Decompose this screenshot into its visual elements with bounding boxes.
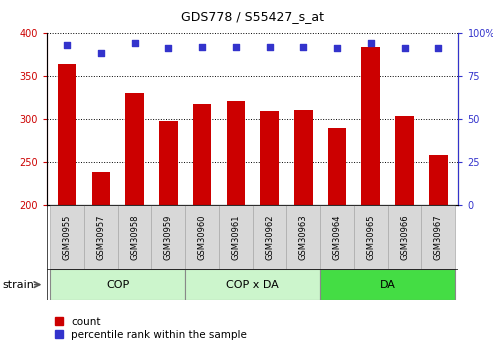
- Bar: [151, 205, 185, 269]
- Bar: [328, 128, 346, 205]
- Bar: [185, 269, 320, 300]
- Text: GSM30962: GSM30962: [265, 215, 274, 260]
- Bar: [286, 205, 320, 269]
- Bar: [159, 121, 177, 205]
- Text: GSM30961: GSM30961: [231, 215, 240, 260]
- Text: GSM30958: GSM30958: [130, 215, 139, 260]
- Bar: [422, 205, 455, 269]
- Text: GSM30960: GSM30960: [198, 215, 207, 260]
- Text: DA: DA: [380, 280, 395, 289]
- Text: GSM30957: GSM30957: [96, 215, 106, 260]
- Bar: [185, 205, 219, 269]
- Point: [266, 44, 274, 49]
- Bar: [58, 64, 76, 205]
- Bar: [50, 205, 84, 269]
- Bar: [354, 205, 387, 269]
- Bar: [253, 205, 286, 269]
- Point: [232, 44, 240, 49]
- Point: [164, 46, 172, 51]
- Bar: [50, 269, 185, 300]
- Text: GSM30965: GSM30965: [366, 215, 375, 260]
- Bar: [320, 205, 354, 269]
- Text: GSM30955: GSM30955: [63, 215, 71, 260]
- Bar: [294, 110, 313, 205]
- Bar: [429, 155, 448, 205]
- Bar: [395, 116, 414, 205]
- Legend: count, percentile rank within the sample: count, percentile rank within the sample: [55, 317, 247, 340]
- Point: [400, 46, 408, 51]
- Bar: [125, 93, 144, 205]
- Point: [97, 51, 105, 56]
- Point: [63, 42, 71, 48]
- Text: GSM30963: GSM30963: [299, 214, 308, 260]
- Point: [299, 44, 307, 49]
- Point: [367, 40, 375, 46]
- Text: strain: strain: [2, 280, 35, 289]
- Text: COP: COP: [106, 280, 129, 289]
- Bar: [387, 205, 422, 269]
- Bar: [226, 101, 245, 205]
- Text: GDS778 / S55427_s_at: GDS778 / S55427_s_at: [181, 10, 324, 23]
- Bar: [260, 111, 279, 205]
- Bar: [118, 205, 151, 269]
- Text: COP x DA: COP x DA: [226, 280, 279, 289]
- Bar: [193, 104, 211, 205]
- Text: GSM30967: GSM30967: [434, 214, 443, 260]
- Point: [198, 44, 206, 49]
- Point: [434, 46, 442, 51]
- Text: GSM30966: GSM30966: [400, 214, 409, 260]
- Text: GSM30959: GSM30959: [164, 215, 173, 260]
- Point: [131, 40, 139, 46]
- Text: GSM30964: GSM30964: [332, 215, 342, 260]
- Point: [333, 46, 341, 51]
- Bar: [84, 205, 118, 269]
- Bar: [320, 269, 455, 300]
- Bar: [219, 205, 253, 269]
- Bar: [361, 47, 380, 205]
- Bar: [92, 172, 110, 205]
